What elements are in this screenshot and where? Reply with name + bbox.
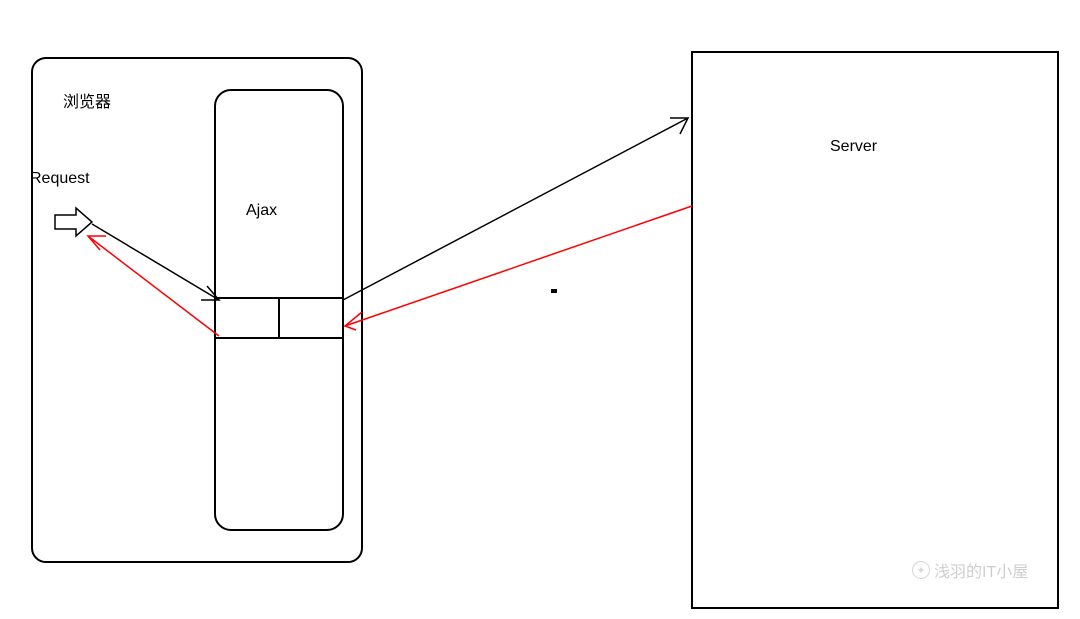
browser-box [32,58,362,562]
arrow-request-to-ajax [92,224,219,300]
server-label: Server [830,138,877,156]
request-arrow-icon [55,208,92,236]
arrow-server-to-ajax [345,206,692,330]
ajax-label: Ajax [246,202,277,220]
arrow-ajax-to-server [343,118,688,300]
stray-dot [551,289,557,293]
diagram-canvas [0,0,1080,619]
watermark-text: 浅羽的IT小屋 [934,558,1028,582]
browser-label: 浏览器 [63,88,111,112]
watermark: ✦ 浅羽的IT小屋 [912,558,1028,582]
wechat-icon: ✦ [912,561,930,579]
arrow-ajax-to-browser [88,236,219,336]
server-box [692,52,1058,608]
request-label: Request [30,170,90,188]
